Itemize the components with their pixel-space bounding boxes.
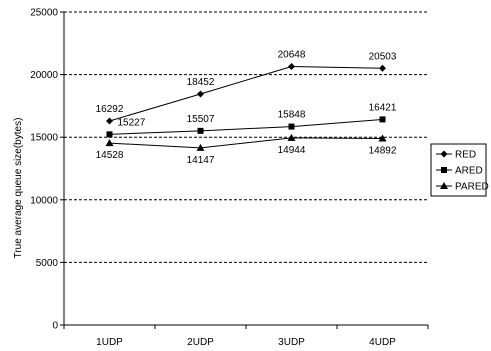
data-label: 14528	[96, 150, 124, 161]
data-label: 15848	[278, 110, 306, 121]
y-tick-label: 5000	[36, 258, 59, 269]
data-label: 16421	[369, 102, 397, 113]
y-tick-label: 20000	[30, 70, 58, 81]
series-line-red	[109, 65, 383, 122]
data-point-pared	[287, 133, 296, 141]
legend-marker-pared	[440, 182, 448, 189]
axes	[60, 11, 429, 329]
y-tick-label: 0	[52, 321, 58, 332]
y-tick-labels: 0 5000 10000 15000 20000 25000	[30, 8, 58, 332]
data-label: 15507	[187, 114, 215, 125]
y-tick-label: 10000	[30, 195, 58, 206]
x-tick-label: 1UDP	[96, 337, 123, 348]
data-label: 15227	[118, 117, 146, 128]
legend-marker-red	[440, 150, 448, 158]
x-tick-labels: 1UDP 2UDP 3UDP 4UDP	[96, 337, 396, 348]
x-tick-label: 4UDP	[369, 337, 396, 348]
data-label: 14147	[187, 155, 215, 166]
series-line-pared	[109, 137, 383, 149]
legend: RED ARED PARED	[430, 143, 489, 197]
legend-marker-ared	[441, 167, 447, 173]
series-line-ared	[109, 118, 383, 135]
data-point-red	[379, 64, 386, 72]
data-point-pared	[196, 143, 205, 151]
x-tick-label: 2UDP	[187, 337, 214, 348]
data-point-ared	[288, 123, 295, 130]
data-point-ared	[106, 131, 113, 138]
data-label: 14944	[278, 145, 306, 156]
data-point-ared	[197, 127, 204, 134]
data-label: 20503	[369, 51, 397, 62]
data-label: 16292	[96, 104, 124, 115]
x-tick-label: 3UDP	[278, 337, 305, 348]
y-tick-label: 25000	[30, 8, 58, 19]
grid-lines	[64, 11, 428, 263]
legend-label-red: RED	[455, 150, 476, 161]
data-point-pared	[105, 139, 114, 147]
y-axis-label: True average queue size(bytes)	[13, 118, 24, 259]
y-tick-label: 15000	[30, 133, 58, 144]
data-label: 20648	[278, 49, 306, 60]
data-point-red	[288, 62, 295, 70]
data-point-red	[197, 90, 204, 98]
legend-label-ared: ARED	[455, 166, 483, 177]
data-label: 18452	[187, 77, 215, 88]
data-point-red	[106, 117, 113, 125]
data-labels: 16292 18452 20648 20503 15227 15507 15848 16421…	[96, 49, 397, 165]
data-label: 14892	[369, 146, 397, 157]
data-point-ared	[379, 116, 386, 123]
data-point-pared	[378, 134, 387, 142]
legend-label-pared: PARED	[455, 182, 489, 193]
series-group	[105, 62, 387, 151]
